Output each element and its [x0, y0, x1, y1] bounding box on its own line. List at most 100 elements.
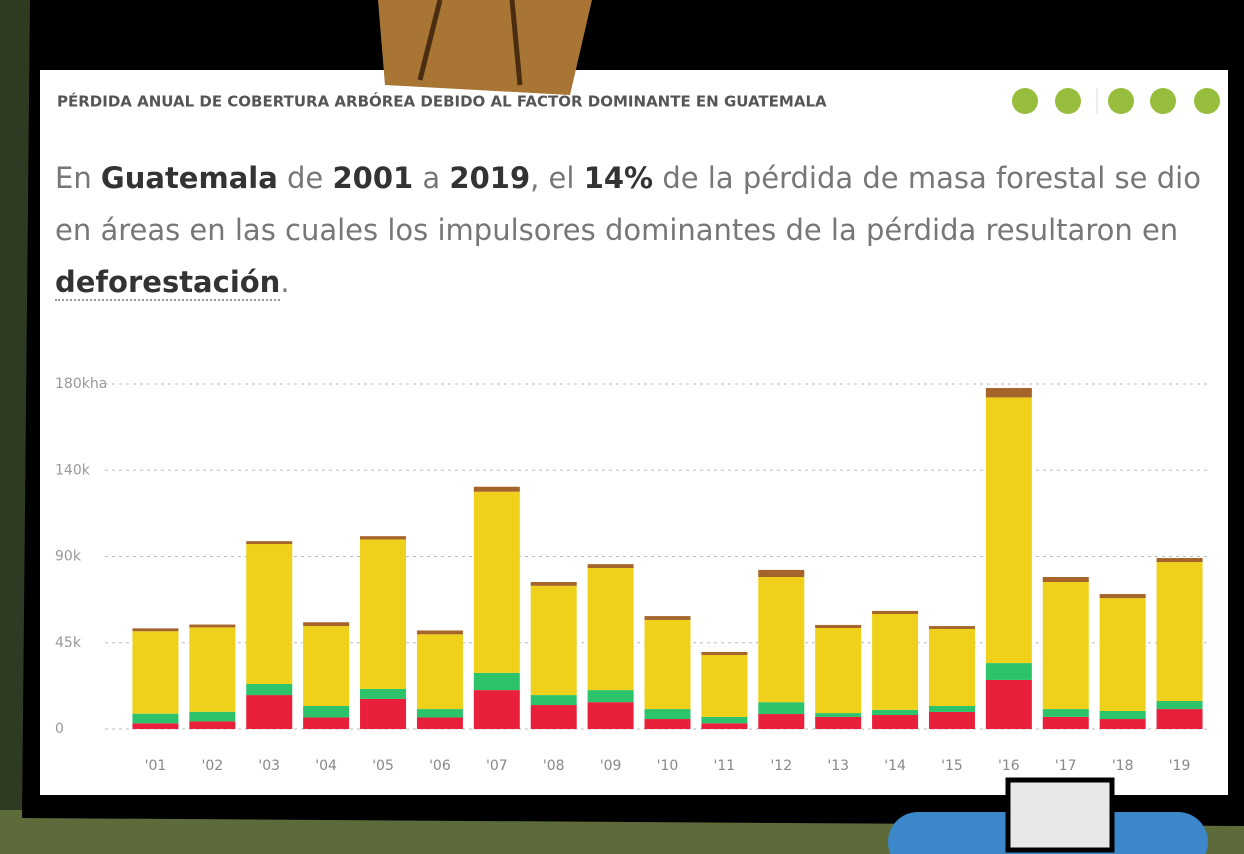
- x-tick-label: '17: [1055, 758, 1077, 774]
- bar-segment: [587, 702, 634, 729]
- download-button[interactable]: [1108, 88, 1134, 114]
- bar-segment: [872, 610, 919, 614]
- x-tick-label: '02: [202, 758, 224, 774]
- bar-segment: [587, 568, 634, 691]
- x-tick-label: '19: [1169, 758, 1191, 774]
- bar-segment: [303, 626, 350, 706]
- bar-segment: [189, 624, 236, 628]
- y-tick-label: 0: [55, 721, 64, 737]
- bar-segment: [815, 716, 862, 729]
- bar-segment: [928, 628, 975, 706]
- bar-segment: [416, 709, 463, 718]
- summary-text: 2001: [332, 161, 414, 195]
- bar-segment: [587, 564, 634, 568]
- bar-segment: [587, 690, 634, 703]
- bar-segment: [872, 709, 919, 716]
- x-tick-label: '13: [827, 758, 849, 774]
- bar-segment: [1156, 562, 1203, 702]
- bar-segment: [928, 626, 975, 629]
- x-tick-label: '12: [770, 758, 792, 774]
- bar-segment: [1156, 709, 1203, 729]
- bar-segment: [644, 719, 691, 729]
- summary-text: En: [55, 161, 101, 195]
- bar-segment: [473, 690, 520, 729]
- bar-segment: [246, 683, 293, 696]
- bar-segment: [1042, 709, 1089, 717]
- x-tick-label: '06: [429, 758, 451, 774]
- bar-segment: [1156, 701, 1203, 710]
- x-tick-label: '07: [486, 758, 508, 774]
- bar-segment: [701, 655, 748, 717]
- bar-segment: [644, 616, 691, 620]
- bar-segment: [758, 702, 805, 715]
- x-tick-label: '10: [657, 758, 679, 774]
- bar-segment: [758, 714, 805, 729]
- toolbar: [1012, 88, 1220, 114]
- share-button[interactable]: [1194, 88, 1220, 114]
- widget-title: PÉRDIDA ANUAL DE COBERTURA ARBÓREA DEBID…: [57, 92, 827, 111]
- summary-text: Guatemala: [100, 161, 278, 195]
- x-tick-label: '03: [258, 758, 280, 774]
- bar-segment: [758, 577, 805, 703]
- summary-text: .: [280, 265, 290, 299]
- bar-segment: [416, 630, 463, 635]
- info-button[interactable]: [1150, 88, 1176, 114]
- bar-segment: [1156, 558, 1203, 563]
- bar-segment: [928, 711, 975, 729]
- summary-text: deforestación: [55, 265, 281, 301]
- bar-segment: [985, 388, 1032, 398]
- bar-segment: [416, 717, 463, 729]
- bar-segment: [1042, 716, 1089, 729]
- summary-text: de la pérdida de masa forestal se dio en…: [55, 161, 1201, 247]
- bar-segment: [473, 486, 520, 492]
- bar-segment: [132, 713, 179, 724]
- x-tick-label: '01: [145, 758, 167, 774]
- summary-text: 14%: [583, 161, 654, 195]
- bar-segment: [815, 627, 862, 714]
- bar-segment: [985, 663, 1032, 680]
- bar-segment: [701, 651, 748, 656]
- bar-segment: [132, 723, 179, 729]
- bar-segment: [985, 397, 1032, 664]
- bar-segment: [644, 709, 691, 720]
- summary-text: , el: [530, 161, 584, 195]
- x-tick-label: '14: [884, 758, 906, 774]
- y-tick-label: 140k: [55, 462, 91, 478]
- bar-segment: [473, 491, 520, 673]
- y-tick-label: 45k: [55, 635, 82, 651]
- bar-segment: [1099, 710, 1146, 720]
- bar-segment: [246, 695, 293, 729]
- bar-segment: [360, 539, 407, 689]
- bar-segment: [872, 614, 919, 710]
- bar-segment: [132, 631, 179, 714]
- x-tick-label: '11: [714, 758, 736, 774]
- bar-segment: [1099, 594, 1146, 599]
- summary-text: a: [413, 161, 450, 195]
- settings-button[interactable]: [1055, 88, 1081, 114]
- summary-text: de: [277, 161, 333, 195]
- bar-segment: [189, 711, 236, 722]
- bar-segment: [530, 581, 577, 586]
- cursor-shape: [1005, 777, 1115, 853]
- bar-segment: [530, 705, 577, 729]
- bar-segment: [132, 628, 179, 632]
- bar-segment: [360, 688, 407, 699]
- x-tick-label: '04: [315, 758, 337, 774]
- bar-segment: [530, 585, 577, 696]
- bar-segment: [303, 706, 350, 718]
- bar-segment: [985, 679, 1032, 729]
- map-button[interactable]: [1012, 88, 1038, 114]
- bar-segment: [416, 634, 463, 710]
- bar-segment: [189, 721, 236, 729]
- bar-segment: [644, 619, 691, 710]
- tape: [378, 0, 592, 95]
- bar-segment: [189, 627, 236, 712]
- bar-segment: [1042, 581, 1089, 710]
- x-tick-label: '08: [543, 758, 565, 774]
- bar-segment: [758, 569, 805, 578]
- bar-segment: [303, 717, 350, 729]
- y-tick-label: 90k: [55, 549, 82, 565]
- bar-segment: [928, 706, 975, 712]
- x-tick-label: '05: [372, 758, 394, 774]
